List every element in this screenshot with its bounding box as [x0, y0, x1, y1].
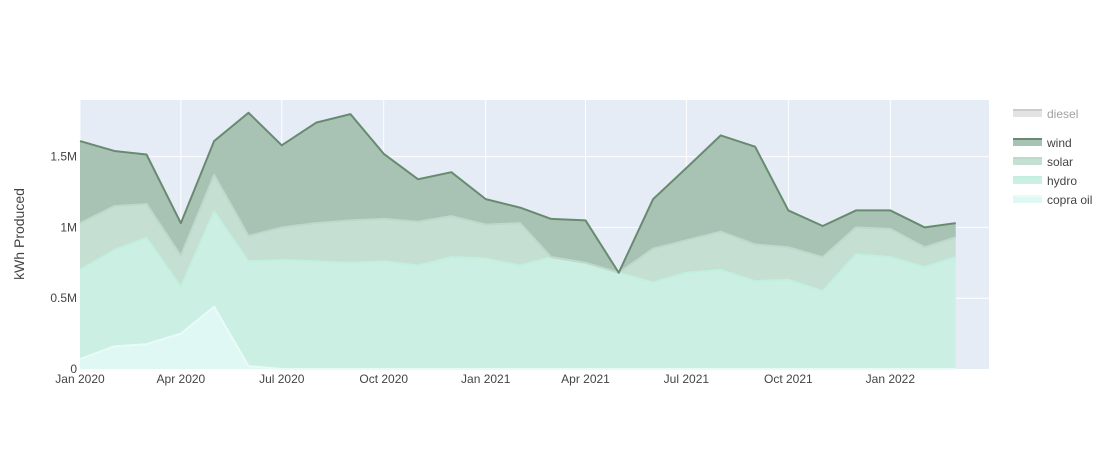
- y-axis-title: kWh Produced: [11, 188, 27, 280]
- line-solar: [79, 174, 957, 274]
- y-tick-label: 1M: [60, 220, 77, 234]
- area-series: [79, 111, 957, 370]
- legend-item-solar[interactable]: solar: [1013, 155, 1073, 169]
- legend-item-hydro[interactable]: hydro: [1013, 174, 1077, 188]
- x-tick-label: Apr 2021: [561, 372, 610, 386]
- x-tick-label: Oct 2020: [359, 372, 408, 386]
- x-tick-label: Jul 2020: [259, 372, 305, 386]
- area-solar: [80, 175, 956, 292]
- x-tick-label: Jan 2020: [55, 372, 105, 386]
- legend-label: diesel: [1047, 107, 1078, 121]
- y-tick-label: 1.5M: [50, 150, 77, 164]
- x-tick-label: Oct 2021: [764, 372, 813, 386]
- x-tick-label: Jan 2021: [461, 372, 511, 386]
- y-axis-ticks: 0 0.5M 1M 1.5M: [50, 150, 77, 376]
- legend-item-copra-oil[interactable]: copra oil: [1013, 193, 1092, 207]
- legend-label: copra oil: [1047, 193, 1092, 207]
- area-wind: [80, 112, 956, 273]
- line-copra-oil: [79, 305, 956, 370]
- legend-label: solar: [1047, 155, 1073, 169]
- legend-item-wind[interactable]: wind: [1013, 136, 1072, 150]
- legend[interactable]: diesel wind solar hydro copra oil: [1013, 107, 1092, 207]
- legend-label: hydro: [1047, 174, 1077, 188]
- legend-label: wind: [1046, 136, 1072, 150]
- line-wind: [79, 111, 956, 274]
- legend-swatch: [1013, 177, 1042, 184]
- legend-swatch: [1013, 110, 1042, 117]
- legend-swatch: [1013, 196, 1042, 203]
- area-copra-oil: [80, 306, 956, 369]
- legend-swatch: [1013, 158, 1042, 165]
- legend-item-diesel[interactable]: diesel: [1013, 107, 1078, 121]
- x-tick-label: Jan 2022: [866, 372, 916, 386]
- x-tick-label: Apr 2020: [157, 372, 206, 386]
- x-tick-label: Jul 2021: [664, 372, 710, 386]
- legend-swatch: [1013, 139, 1042, 146]
- y-tick-label: 0.5M: [50, 291, 77, 305]
- line-hydro: [79, 210, 957, 293]
- y-tick-label: 0: [70, 362, 77, 376]
- x-axis-ticks: Jan 2020 Apr 2020 Jul 2020 Oct 2020 Jan 2021…: [55, 372, 915, 386]
- area-hydro: [80, 211, 956, 369]
